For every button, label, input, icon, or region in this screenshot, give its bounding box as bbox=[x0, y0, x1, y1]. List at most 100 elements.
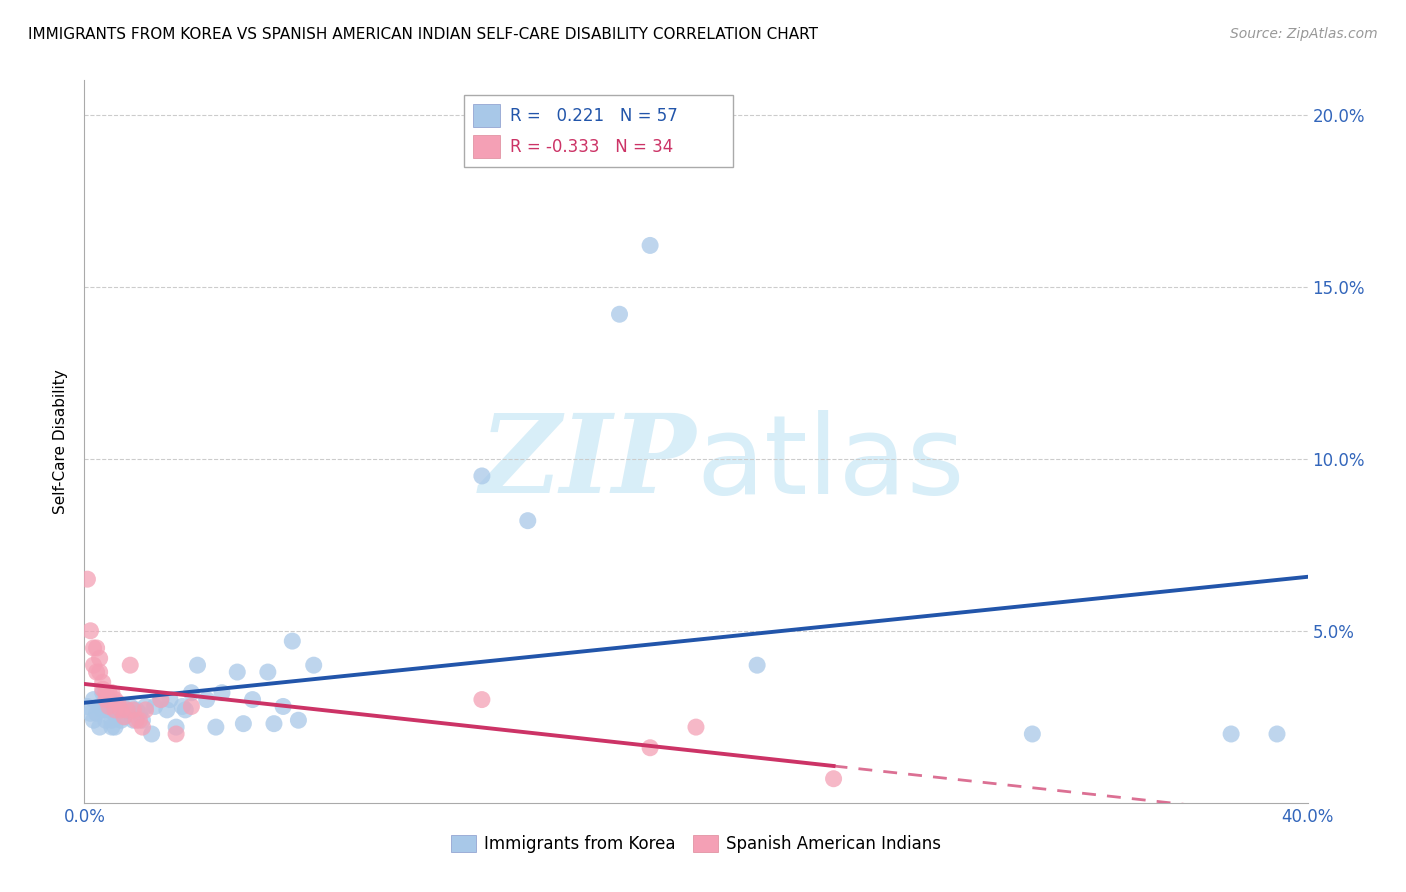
Point bbox=[97, 699, 120, 714]
Point bbox=[1220, 727, 1243, 741]
Point bbox=[83, 713, 105, 727]
Point bbox=[110, 713, 132, 727]
Point bbox=[79, 706, 101, 721]
Point bbox=[131, 713, 153, 727]
Point bbox=[76, 572, 98, 586]
Point bbox=[91, 686, 114, 700]
Point bbox=[107, 699, 129, 714]
Point bbox=[104, 706, 127, 721]
Point bbox=[135, 699, 157, 714]
Point bbox=[112, 710, 135, 724]
Point bbox=[195, 692, 218, 706]
Text: atlas: atlas bbox=[696, 409, 965, 516]
Point bbox=[83, 692, 105, 706]
FancyBboxPatch shape bbox=[474, 104, 501, 128]
Point bbox=[638, 740, 661, 755]
Point bbox=[149, 692, 172, 706]
Point bbox=[115, 703, 138, 717]
Point bbox=[516, 514, 538, 528]
Point bbox=[685, 720, 707, 734]
Text: IMMIGRANTS FROM KOREA VS SPANISH AMERICAN INDIAN SELF-CARE DISABILITY CORRELATIO: IMMIGRANTS FROM KOREA VS SPANISH AMERICA… bbox=[28, 27, 818, 42]
Point bbox=[471, 692, 494, 706]
FancyBboxPatch shape bbox=[474, 136, 501, 158]
Point bbox=[174, 703, 197, 717]
Point bbox=[125, 703, 148, 717]
Point bbox=[638, 238, 661, 252]
Point bbox=[1021, 727, 1043, 741]
Point bbox=[91, 682, 114, 697]
Point bbox=[97, 692, 120, 706]
Point bbox=[101, 713, 124, 727]
Point bbox=[823, 772, 845, 786]
Point bbox=[302, 658, 325, 673]
Point bbox=[287, 713, 309, 727]
Legend: Immigrants from Korea, Spanish American Indians: Immigrants from Korea, Spanish American … bbox=[444, 828, 948, 860]
Point bbox=[165, 727, 187, 741]
FancyBboxPatch shape bbox=[464, 95, 733, 167]
Point bbox=[86, 706, 108, 721]
Point bbox=[128, 713, 150, 727]
Point bbox=[94, 713, 117, 727]
Point bbox=[122, 713, 145, 727]
Point bbox=[186, 658, 208, 673]
Point bbox=[107, 696, 129, 710]
Point bbox=[86, 665, 108, 679]
Point bbox=[211, 686, 233, 700]
Point bbox=[101, 720, 124, 734]
Point bbox=[205, 720, 228, 734]
Point bbox=[143, 699, 166, 714]
Point bbox=[131, 720, 153, 734]
Point bbox=[281, 634, 304, 648]
Point bbox=[1265, 727, 1288, 741]
Y-axis label: Self-Care Disability: Self-Care Disability bbox=[53, 369, 69, 514]
Text: R = -0.333   N = 34: R = -0.333 N = 34 bbox=[510, 137, 673, 156]
Point bbox=[271, 699, 294, 714]
Point bbox=[110, 703, 132, 717]
Point bbox=[115, 703, 138, 717]
Point bbox=[609, 307, 631, 321]
Point bbox=[135, 703, 157, 717]
Point bbox=[89, 699, 111, 714]
Point bbox=[128, 706, 150, 721]
Point bbox=[86, 640, 108, 655]
Point bbox=[89, 651, 111, 665]
Point bbox=[94, 692, 117, 706]
Point bbox=[94, 686, 117, 700]
Point bbox=[471, 469, 494, 483]
Point bbox=[180, 686, 202, 700]
Point bbox=[91, 675, 114, 690]
Point bbox=[104, 703, 127, 717]
Point bbox=[89, 665, 111, 679]
Point bbox=[83, 640, 105, 655]
Point bbox=[97, 703, 120, 717]
Point bbox=[79, 624, 101, 638]
Point bbox=[149, 692, 172, 706]
Point bbox=[120, 699, 142, 714]
Point bbox=[104, 692, 127, 706]
Point bbox=[94, 699, 117, 714]
Point bbox=[226, 665, 249, 679]
Point bbox=[156, 703, 179, 717]
Text: R =   0.221   N = 57: R = 0.221 N = 57 bbox=[510, 107, 678, 125]
Point bbox=[91, 703, 114, 717]
Text: Source: ZipAtlas.com: Source: ZipAtlas.com bbox=[1230, 27, 1378, 41]
Point bbox=[120, 658, 142, 673]
Point bbox=[172, 699, 194, 714]
Point bbox=[141, 727, 163, 741]
Point bbox=[101, 686, 124, 700]
Point bbox=[232, 716, 254, 731]
Point bbox=[257, 665, 280, 679]
Point bbox=[165, 720, 187, 734]
Point bbox=[159, 692, 181, 706]
Point bbox=[125, 713, 148, 727]
Point bbox=[104, 720, 127, 734]
Point bbox=[180, 699, 202, 714]
Point bbox=[112, 710, 135, 724]
Point bbox=[122, 703, 145, 717]
Point bbox=[242, 692, 264, 706]
Point bbox=[76, 699, 98, 714]
Text: ZIP: ZIP bbox=[479, 409, 696, 517]
Point bbox=[263, 716, 285, 731]
Point bbox=[83, 658, 105, 673]
Point bbox=[747, 658, 769, 673]
